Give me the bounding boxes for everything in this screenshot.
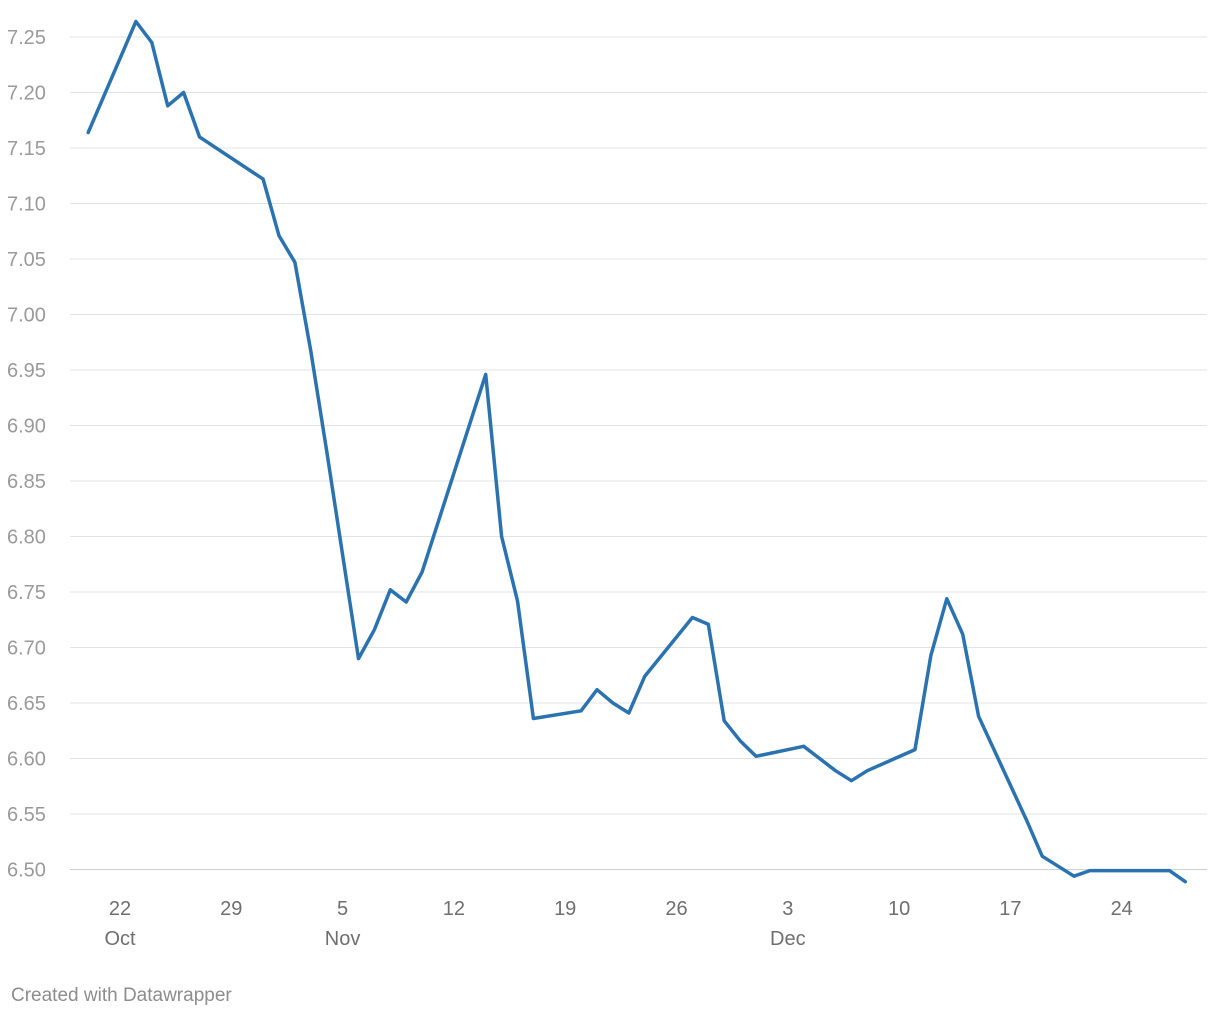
series-group [86,19,1188,884]
x-month-label: Dec [770,928,806,950]
y-tick-label: 6.95 [7,360,46,382]
x-tick-label: 19 [554,898,576,920]
x-month-label: Nov [325,928,361,950]
y-tick-label: 7.15 [7,138,46,160]
x-tick-label: 12 [443,898,465,920]
y-tick-label: 6.80 [7,527,46,549]
x-tick-label: 26 [665,898,687,920]
y-tick-label: 6.60 [7,749,46,771]
series-line-0 [86,19,1188,884]
y-tick-label: 6.85 [7,471,46,493]
x-tick-label: 17 [999,898,1021,920]
y-tick-label: 6.55 [7,804,46,826]
y-axis: 6.50 6.55 6.60 6.65 6.70 6.75 6.80 6.85 6.90 6.95… [7,27,46,882]
gridlines [70,36,1207,870]
y-tick-label: 7.00 [7,305,46,327]
x-tick-label: 3 [782,898,793,920]
y-tick-label: 6.90 [7,416,46,438]
y-tick-label: 6.65 [7,693,46,715]
y-tick-label: 6.75 [7,582,46,604]
y-tick-label: 6.70 [7,638,46,660]
x-tick-label: 29 [220,898,242,920]
credit-text: Created with Datawrapper [11,985,232,1006]
y-tick-label: 6.50 [7,860,46,882]
x-tick-label: 5 [337,898,348,920]
x-month-label: Oct [104,928,136,950]
x-axis: 22 Oct 29 5 Nov 12 19 26 3 Dec 10 17 24 [104,898,1132,950]
x-tick-label: 22 [109,898,131,920]
y-tick-label: 7.25 [7,27,46,49]
y-tick-label: 7.05 [7,249,46,271]
x-tick-label: 24 [1111,898,1133,920]
x-tick-label: 10 [888,898,910,920]
line-chart: 6.50 6.55 6.60 6.65 6.70 6.75 6.80 6.85 6.90 6.95… [7,19,1207,950]
y-tick-label: 7.20 [7,83,46,105]
y-tick-label: 7.10 [7,194,46,216]
